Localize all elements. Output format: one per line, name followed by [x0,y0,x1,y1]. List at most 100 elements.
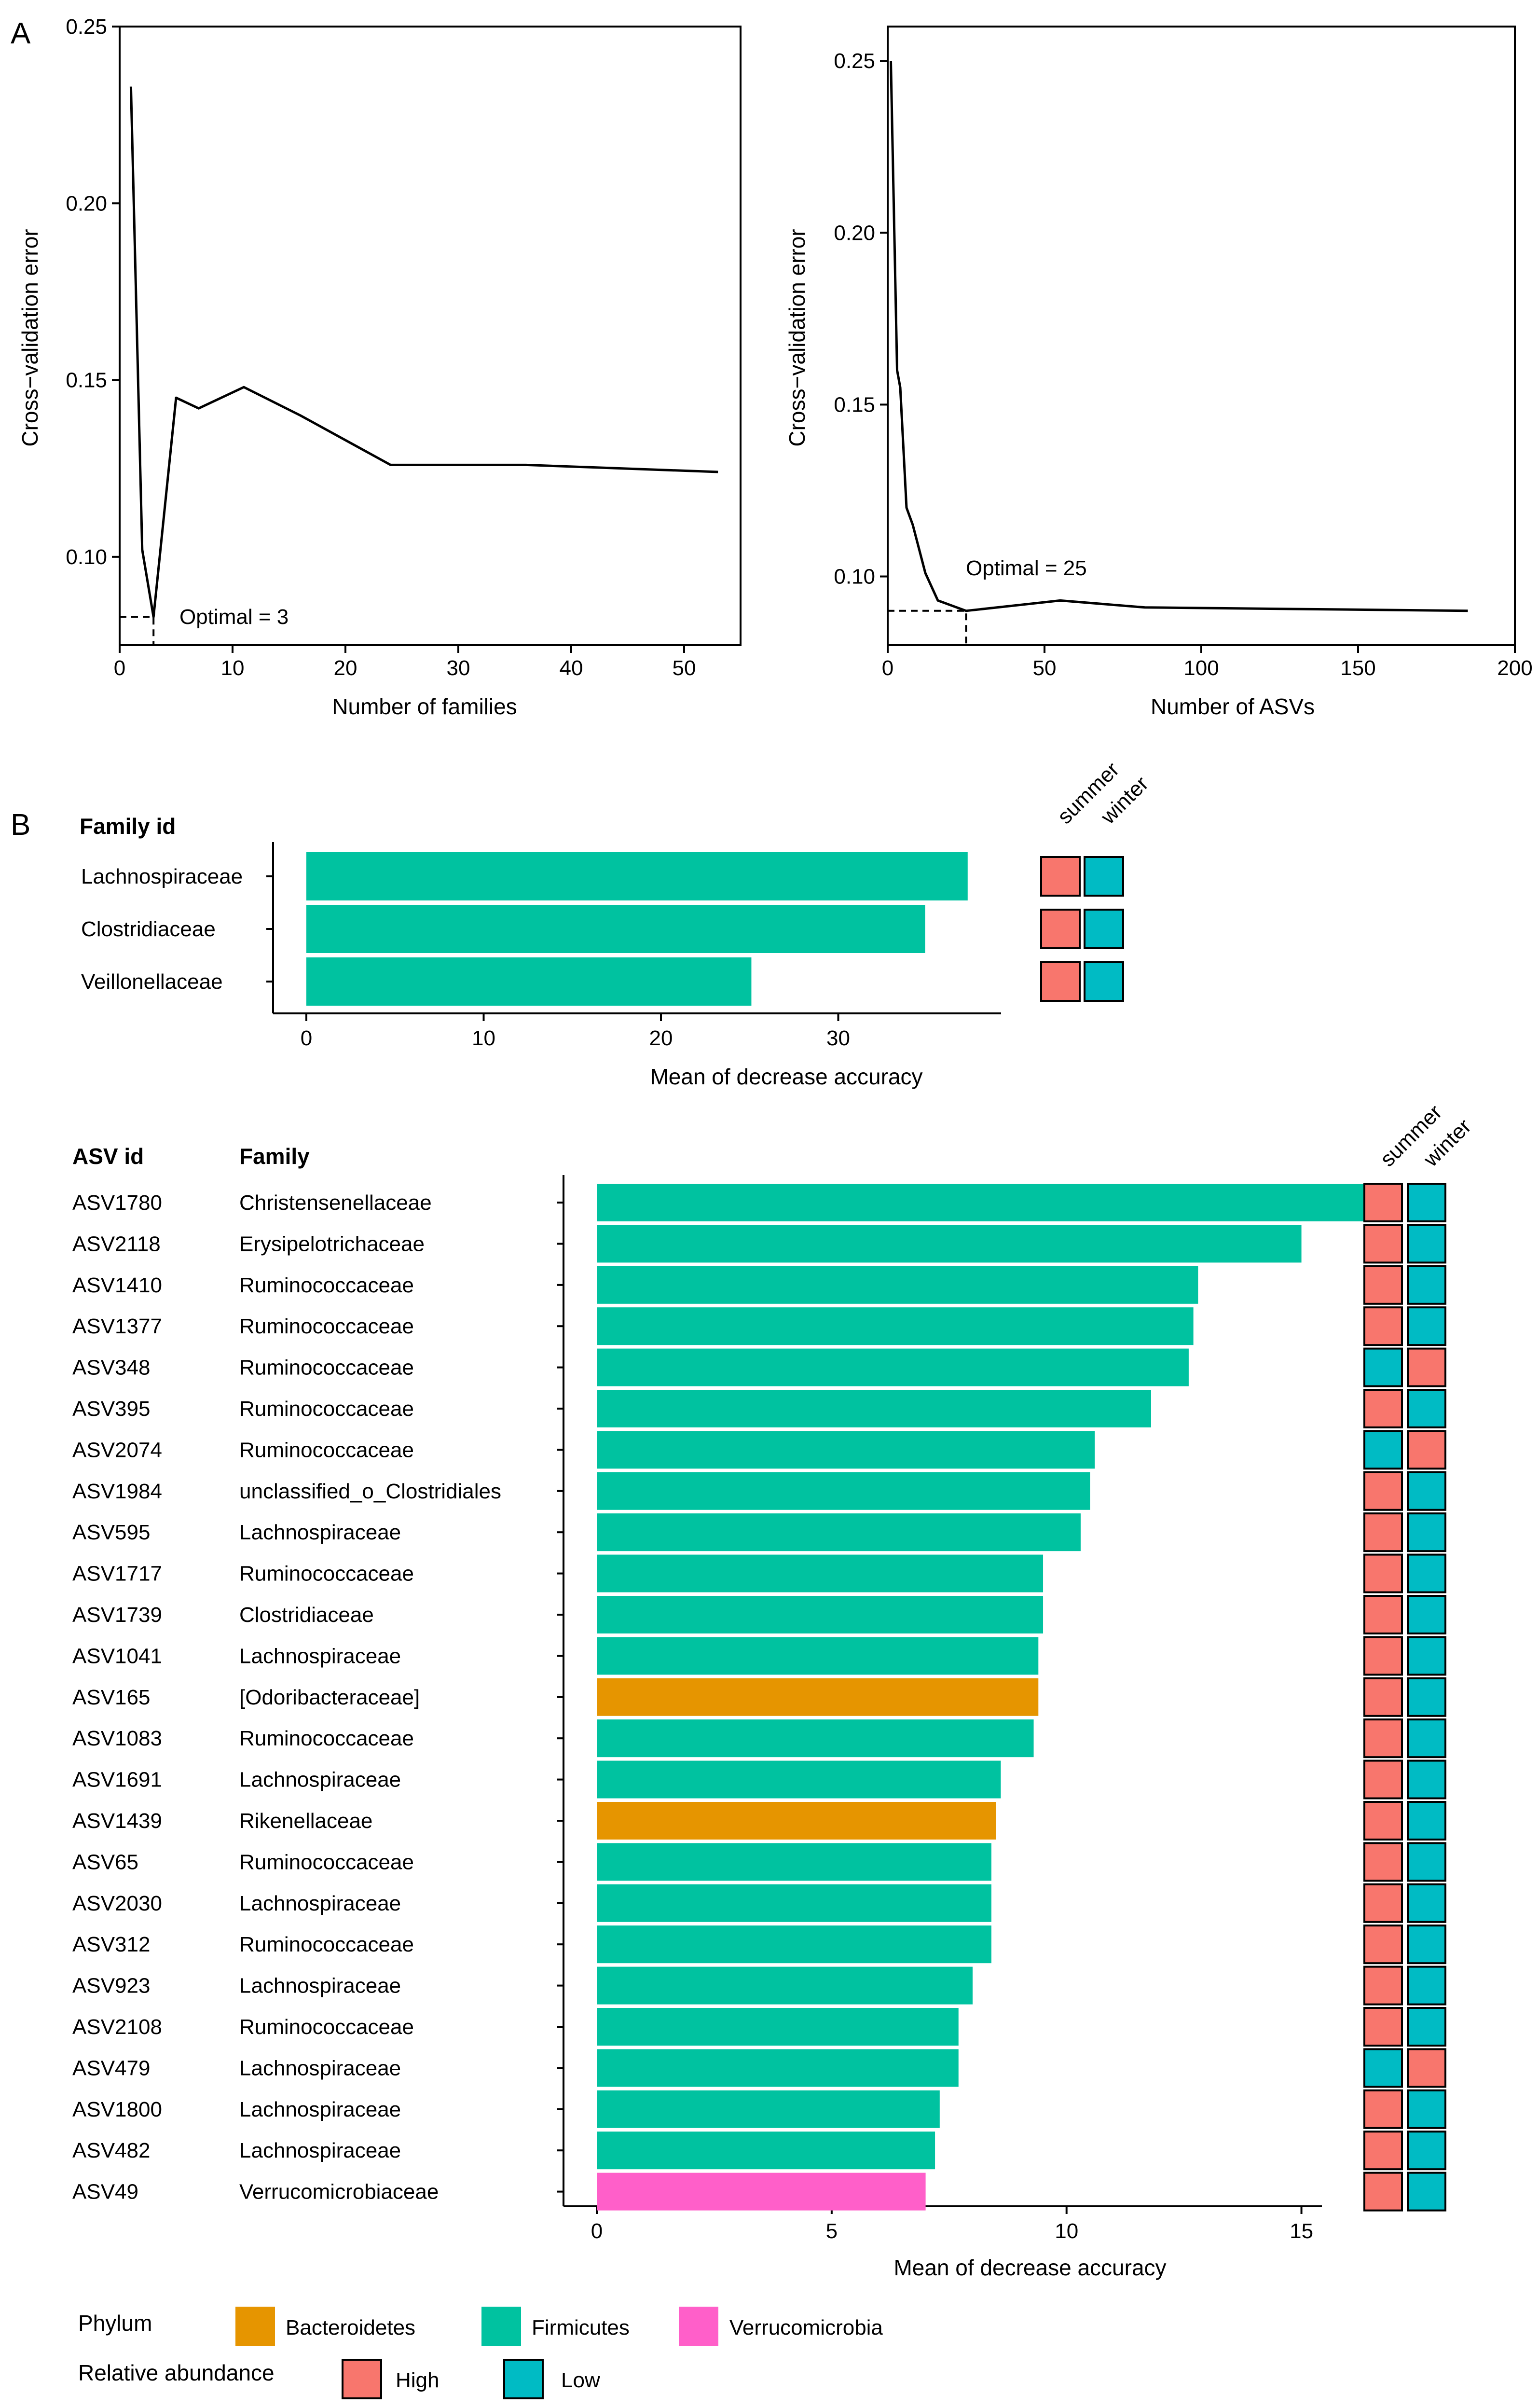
abundance-cell [1363,2089,1403,2129]
abundance-cell [1363,1471,1403,1511]
abundance-cell [1407,1924,1446,1965]
bar [597,1596,1044,1633]
bar [597,1307,1194,1345]
abundance-cell [1363,1801,1403,1841]
abundance-cell [1363,2172,1403,2212]
abundance-cell [1040,961,1081,1002]
abundance-cell [1407,2048,1446,2088]
category-label: Veillonellaceae [81,970,223,994]
legend-swatch-low [503,2359,544,2399]
x-tick-label: 10 [221,656,245,680]
category-label: ASV2108 [72,2015,162,2039]
legend-label-high: High [396,2368,440,2392]
bar [597,1184,1382,1221]
category-label: ASV482 [72,2139,150,2162]
x-tick-label: 10 [472,1026,495,1050]
abundance-cell [1363,1718,1403,1758]
family-id-header: Family id [80,814,176,839]
x-tick-label: 30 [826,1026,850,1050]
abundance-cell [1407,1183,1446,1222]
plot-frame [119,26,742,646]
abundance-cell [1363,1265,1403,1305]
family-label: unclassified_o_Clostridiales [239,1480,501,1503]
family-label: Ruminococcaceae [239,2015,414,2039]
x-tick-label: 15 [1290,2219,1313,2243]
panel-label-a: A [11,17,31,50]
abundance-cell [1363,1512,1403,1552]
legend-label-firmicutes: Firmicutes [532,2316,630,2339]
legend-item-firmicutes: Firmicutes [481,2307,630,2346]
legend-swatch-high [342,2359,382,2399]
category-label: ASV1691 [72,1768,162,1792]
y-tick-label: 0.15 [66,369,107,392]
abundance-cell [1363,1430,1403,1470]
abundance-cell [1084,961,1124,1002]
legend-label-verrucomicrobia: Verrucomicrobia [729,2316,883,2339]
family-header: Family [239,1144,310,1169]
bar [306,852,968,900]
family-label: Christensenellaceae [239,1191,432,1215]
y-tick-label: 0.20 [66,192,107,215]
x-tick-label: 50 [673,656,696,680]
category-label: ASV2118 [72,1232,161,1256]
category-label: ASV395 [72,1397,150,1421]
bar [597,1966,973,2005]
category-label: ASV65 [72,1850,138,1874]
abundance-cell [1363,1924,1403,1965]
abundance-cell [1407,1759,1446,1799]
bar [597,1431,1095,1469]
x-axis-label: Mean of decrease accuracy [650,1064,922,1089]
optimal-guide-line [120,616,155,645]
y-tick-label: 0.10 [66,545,107,569]
bar [597,1925,991,1964]
abundance-cell [1363,1842,1403,1882]
x-tick-label: 20 [334,656,357,680]
abundance-cell [1040,856,1081,897]
family-label: Lachnospiraceae [239,1768,401,1792]
bar [597,2090,940,2128]
category-label: Clostridiaceae [81,917,216,941]
family-label: Lachnospiraceae [239,2139,401,2162]
category-label: ASV923 [72,1974,150,1998]
legend-abundance-title: Relative abundance [78,2360,275,2385]
abundance-cell [1363,1347,1403,1387]
abundance-cell [1407,1389,1446,1428]
x-tick-label: 5 [826,2219,838,2243]
abundance-cell [1363,1965,1403,2006]
bar [597,1554,1044,1592]
category-label: ASV1800 [72,2098,162,2121]
x-tick-label: 0 [301,1026,312,1050]
bar [597,1390,1151,1427]
legend-item-high: High [342,2359,440,2399]
family-label: Lachnospiraceae [239,1521,401,1544]
abundance-cell [1363,1759,1403,1799]
y-tick-label: 0.15 [834,393,875,416]
cv-families-chart: Number of families Cross−validation erro… [17,15,742,719]
family-label: Lachnospiraceae [239,1892,401,1915]
legend-swatch-firmicutes [481,2307,521,2346]
category-label: ASV49 [72,2180,138,2204]
asv-id-header: ASV id [72,1144,144,1169]
cv-error-line [129,86,718,618]
legend-item-bacteroidetes: Bacteroidetes [235,2307,415,2346]
abundance-cell [1407,1224,1446,1264]
family-label: Lachnospiraceae [239,2098,401,2121]
family-label: Clostridiaceae [239,1603,374,1627]
abundance-cell [1407,2007,1446,2047]
bar [597,2008,959,2046]
y-axis-label: Cross−validation error [17,229,42,446]
category-label: ASV1984 [72,1480,162,1503]
abundance-cell [1407,1512,1446,1552]
family-label: Ruminococcaceae [239,1727,414,1750]
x-tick-label: 10 [1055,2219,1078,2243]
x-tick-label: 0 [882,656,893,680]
category-label: ASV1083 [72,1727,162,1750]
x-tick-label: 40 [560,656,583,680]
category-label: ASV1439 [72,1809,162,1833]
category-label: ASV1377 [72,1315,162,1338]
bar [597,1760,1001,1799]
abundance-cell [1363,1224,1403,1264]
abundance-cell [1407,1842,1446,1882]
bar [597,1225,1302,1263]
